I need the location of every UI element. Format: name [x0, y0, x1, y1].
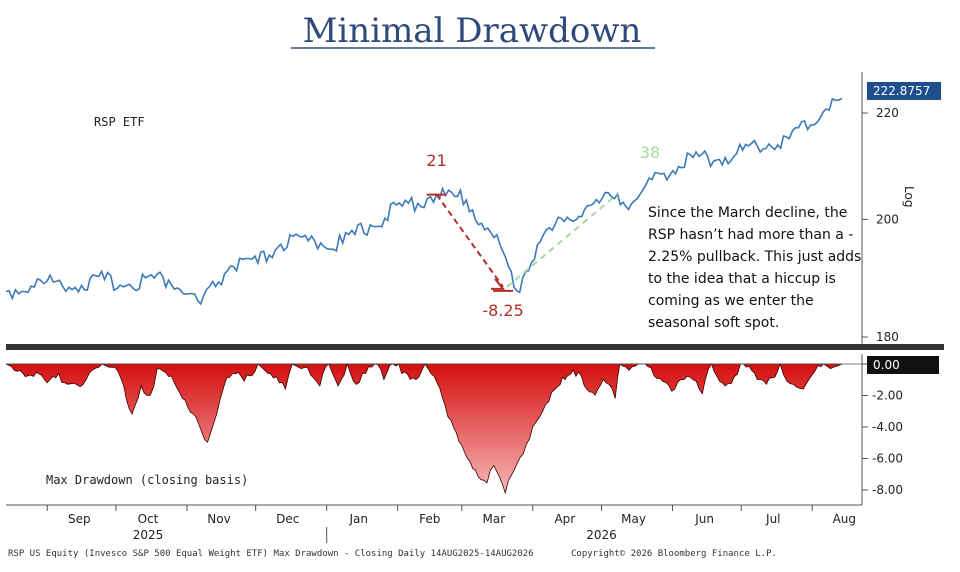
decline-arrow-line: [435, 193, 504, 288]
lower-panel-label: Max Drawdown (closing basis): [46, 473, 248, 487]
note-line-1: Since the March decline, the: [648, 205, 847, 221]
x-tick-label-sep: Sep: [68, 512, 91, 526]
x-tick-label-apr: Apr: [554, 512, 575, 526]
upper-y-tick-label: 200: [876, 212, 899, 226]
last-drawdown-box: [867, 356, 939, 374]
note-line-5: coming as we enter the: [648, 293, 814, 309]
annotations: 21 -8.25 38: [426, 143, 660, 320]
log-scale-label: Log: [902, 186, 916, 207]
footer-source: RSP US Equity (Invesco S&P 500 Equal Wei…: [8, 549, 534, 559]
note-line-2: RSP hasn’t had more than a -: [648, 227, 853, 243]
commentary-note: Since the March decline, the RSP hasn’t …: [648, 205, 861, 331]
lower-y-tick-label: -6.00: [872, 452, 903, 466]
decline-arrow-head: [491, 278, 506, 290]
upper-y-tick-label: 220: [876, 106, 899, 120]
recovery-days-label: 38: [640, 143, 660, 162]
footer-copyright: Copyright© 2026 Bloomberg Finance L.P.: [571, 549, 777, 559]
lower-y-tick-label: -4.00: [872, 420, 903, 434]
lower-y-tick-label: -2.00: [872, 389, 903, 403]
note-line-4: to the idea that a hiccup is: [648, 271, 836, 287]
x-tick-label-nov: Nov: [207, 512, 230, 526]
x-axis: Sep Oct Nov Dec Jan Feb Mar Apr May Jun Jul Aug 2025…: [46, 505, 856, 543]
x-tick-label-mar: Mar: [483, 512, 506, 526]
decline-days-label: 21: [426, 151, 446, 170]
upper-y-tick-label: 180: [876, 330, 899, 344]
x-tick-label-aug: Aug: [833, 512, 856, 526]
x-tick-label-jan: Jan: [348, 512, 368, 526]
page-title: Minimal Drawdown: [303, 11, 642, 51]
panel-divider[interactable]: [6, 344, 944, 350]
last-price-value: 222.8757: [873, 84, 930, 98]
note-line-6: seasonal soft spot.: [648, 315, 779, 331]
lower-y-ticks: -2.00 -4.00 -6.00 -8.00: [862, 363, 903, 497]
drawdown-area: [5, 362, 843, 495]
recovery-dashed-line: [506, 193, 619, 288]
x-tick-label-jul: Jul: [765, 512, 780, 526]
last-drawdown-callout: 0.00: [867, 356, 939, 374]
upper-panel-label: RSP ETF: [94, 115, 145, 129]
note-line-3: 2.25% pullback. This just adds: [648, 249, 861, 265]
price-series-line: [5, 97, 843, 306]
last-drawdown-value: 0.00: [873, 358, 900, 372]
x-tick-label-oct: Oct: [138, 512, 159, 526]
lower-y-tick-label: -8.00: [872, 483, 903, 497]
x-tick-label-may: May: [621, 512, 646, 526]
x-tick-label-dec: Dec: [276, 512, 299, 526]
last-price-callout: 222.8757: [867, 82, 941, 100]
last-price-box: [867, 82, 941, 100]
max-drawdown-label: -8.25: [482, 301, 523, 320]
x-year-label-2026: 2026: [586, 528, 617, 542]
x-tick-label-jun: Jun: [694, 512, 714, 526]
upper-y-ticks: 180 200 220: [862, 106, 899, 344]
x-tick-label-feb: Feb: [419, 512, 440, 526]
x-year-label-2025: 2025: [133, 528, 164, 542]
